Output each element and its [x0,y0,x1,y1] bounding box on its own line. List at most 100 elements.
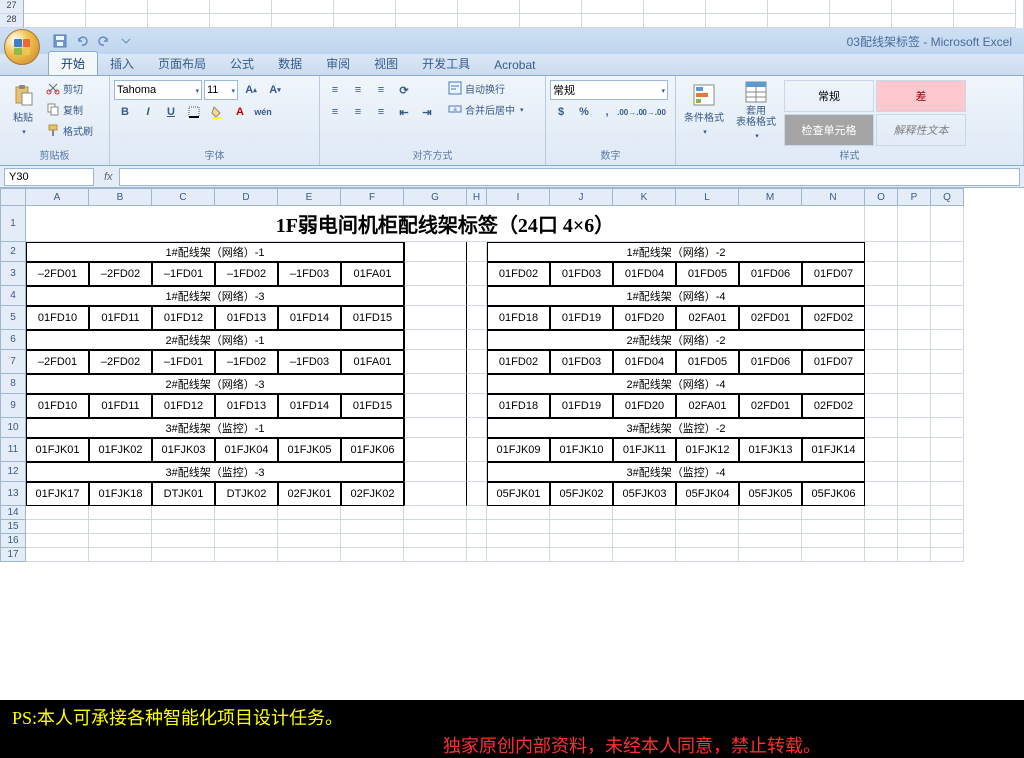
cell-P9[interactable] [898,394,931,418]
cell-L15[interactable] [676,520,739,534]
section-5-right-header[interactable]: 3#配线架（监控）-4 [487,462,865,482]
col-header-G[interactable]: G [404,188,467,206]
row-header-16[interactable]: 16 [0,534,26,548]
section-1-right-2[interactable]: 01FD20 [613,306,676,330]
cell-P2[interactable] [898,242,931,262]
section-3-left-0[interactable]: 01FD10 [26,394,89,418]
cell-C14[interactable] [152,506,215,520]
cell-J16[interactable] [550,534,613,548]
cell-H5[interactable] [467,306,487,330]
cell-A15[interactable] [26,520,89,534]
save-icon[interactable] [52,33,68,49]
section-1-left-header[interactable]: 1#配线架（网络）-3 [26,286,404,306]
row-header-7[interactable]: 7 [0,350,26,374]
cell-O5[interactable] [865,306,898,330]
cell-H7[interactable] [467,350,487,374]
section-2-left-3[interactable]: –1FD02 [215,350,278,374]
cell-Q15[interactable] [931,520,964,534]
style-bad[interactable]: 差 [876,80,966,112]
bold-button[interactable]: B [114,102,136,122]
cell-P8[interactable] [898,374,931,394]
indent-dec-button[interactable]: ⇤ [393,102,415,122]
cell-N17[interactable] [802,548,865,562]
section-4-right-5[interactable]: 01FJK14 [802,438,865,462]
section-2-right-2[interactable]: 01FD04 [613,350,676,374]
cell-C15[interactable] [152,520,215,534]
section-5-right-0[interactable]: 05FJK01 [487,482,550,506]
cell-E14[interactable] [278,506,341,520]
section-4-right-1[interactable]: 01FJK10 [550,438,613,462]
section-3-left-2[interactable]: 01FD12 [152,394,215,418]
cell-P4[interactable] [898,286,931,306]
office-button[interactable] [4,29,40,65]
row-header-17[interactable]: 17 [0,548,26,562]
section-0-right-2[interactable]: 01FD04 [613,262,676,286]
cell-P7[interactable] [898,350,931,374]
cell-D14[interactable] [215,506,278,520]
cell-G13[interactable] [404,482,467,506]
cell-H2[interactable] [467,242,487,262]
tab-公式[interactable]: 公式 [218,52,266,75]
col-header-D[interactable]: D [215,188,278,206]
cell-O7[interactable] [865,350,898,374]
row-header-6[interactable]: 6 [0,330,26,350]
cell-O9[interactable] [865,394,898,418]
style-explain[interactable]: 解释性文本 [876,114,966,146]
cell-H8[interactable] [467,374,487,394]
cell-Q16[interactable] [931,534,964,548]
col-header-I[interactable]: I [487,188,550,206]
cell-P10[interactable] [898,418,931,438]
formula-input[interactable] [119,168,1020,186]
cell-Q4[interactable] [931,286,964,306]
section-5-left-1[interactable]: 01FJK18 [89,482,152,506]
align-middle-button[interactable]: ≡ [347,80,369,100]
cell-P16[interactable] [898,534,931,548]
section-2-left-0[interactable]: –2FD01 [26,350,89,374]
col-header-C[interactable]: C [152,188,215,206]
section-3-right-header[interactable]: 2#配线架（网络）-4 [487,374,865,394]
section-0-right-3[interactable]: 01FD05 [676,262,739,286]
section-1-right-5[interactable]: 02FD02 [802,306,865,330]
italic-button[interactable]: I [137,102,159,122]
section-0-right-0[interactable]: 01FD02 [487,262,550,286]
orientation-button[interactable]: ⟳ [393,80,415,100]
col-header-E[interactable]: E [278,188,341,206]
underline-button[interactable]: U [160,102,182,122]
border-button[interactable] [183,102,205,122]
cell-G14[interactable] [404,506,467,520]
cell-P3[interactable] [898,262,931,286]
cell-N15[interactable] [802,520,865,534]
align-left-button[interactable]: ≡ [324,102,346,122]
section-1-right-0[interactable]: 01FD18 [487,306,550,330]
row-header-14[interactable]: 14 [0,506,26,520]
cell-Q9[interactable] [931,394,964,418]
cell-N16[interactable] [802,534,865,548]
section-4-right-2[interactable]: 01FJK11 [613,438,676,462]
section-0-right-1[interactable]: 01FD03 [550,262,613,286]
cell-E15[interactable] [278,520,341,534]
shrink-font-button[interactable]: A▾ [264,80,286,100]
cell-O14[interactable] [865,506,898,520]
section-2-right-1[interactable]: 01FD03 [550,350,613,374]
cell-H3[interactable] [467,262,487,286]
col-header-A[interactable]: A [26,188,89,206]
cell-D16[interactable] [215,534,278,548]
section-1-left-2[interactable]: 01FD12 [152,306,215,330]
cell-G5[interactable] [404,306,467,330]
cell-Q12[interactable] [931,462,964,482]
cell-H10[interactable] [467,418,487,438]
section-3-left-header[interactable]: 2#配线架（网络）-3 [26,374,404,394]
sheet-title[interactable]: 1F弱电间机柜配线架标签（24口 4×6） [26,206,865,242]
cell-P5[interactable] [898,306,931,330]
row-header-2[interactable]: 2 [0,242,26,262]
section-1-left-0[interactable]: 01FD10 [26,306,89,330]
row-header-8[interactable]: 8 [0,374,26,394]
section-1-left-4[interactable]: 01FD14 [278,306,341,330]
cell-O4[interactable] [865,286,898,306]
cell-M14[interactable] [739,506,802,520]
cell-D17[interactable] [215,548,278,562]
section-5-right-5[interactable]: 05FJK06 [802,482,865,506]
section-0-left-2[interactable]: –1FD01 [152,262,215,286]
cell-B17[interactable] [89,548,152,562]
tab-审阅[interactable]: 审阅 [314,52,362,75]
